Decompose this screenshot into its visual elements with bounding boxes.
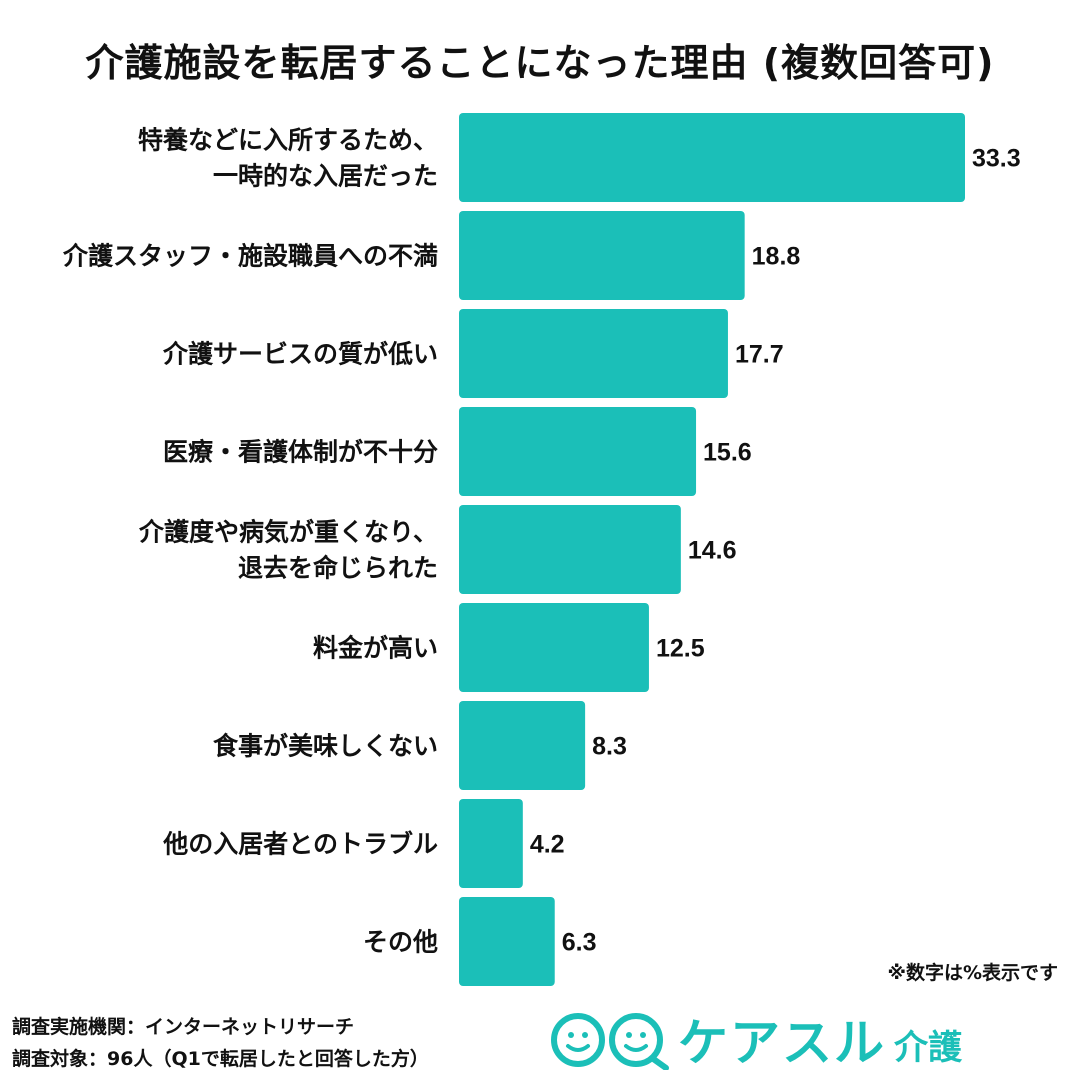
value-label-1: 18.8 bbox=[752, 243, 801, 271]
category-label-7: 他の入居者とのトラブル bbox=[162, 830, 438, 859]
category-label-4-line1: 介護度や病気が重くなり、 bbox=[138, 518, 438, 547]
category-label-3: 医療・看護体制が不十分 bbox=[163, 438, 438, 467]
category-label-6: 食事が美味しくない bbox=[213, 732, 438, 761]
logo-faces-icon bbox=[551, 1013, 669, 1070]
survey-organization: 調査実施機関：インターネットリサーチ bbox=[12, 1016, 355, 1038]
value-label-4: 14.6 bbox=[688, 537, 737, 565]
brand-logo: ケアスル 介護 bbox=[544, 1008, 962, 1072]
category-label-8: その他 bbox=[363, 928, 438, 957]
bar-0 bbox=[459, 113, 965, 202]
bar-chart: 33.3 特養などに入所するため、一時的な入居だった 18.8 介護スタッフ・施設職員… bbox=[62, 113, 1021, 986]
category-label-0-line2: 一時的な入居だった bbox=[213, 162, 438, 191]
value-label-0: 33.3 bbox=[972, 145, 1021, 173]
bar-5 bbox=[459, 603, 649, 692]
logo-text: ケアスル bbox=[678, 1014, 886, 1072]
bar-1 bbox=[459, 211, 745, 300]
value-label-7: 4.2 bbox=[530, 831, 565, 859]
bar-8 bbox=[459, 897, 555, 986]
bar-6 bbox=[459, 701, 586, 790]
value-label-6: 8.3 bbox=[592, 733, 627, 761]
unit-note: ※数字は%表示です bbox=[887, 962, 1058, 984]
chart-title: 介護施設を転居することになった理由 (複数回答可) bbox=[85, 41, 995, 85]
category-label-2: 介護サービスの質が低い bbox=[162, 340, 438, 369]
bar-7 bbox=[459, 799, 523, 888]
logo-subtext: 介護 bbox=[894, 1027, 962, 1068]
bar-3 bbox=[459, 407, 697, 496]
category-label-4-line2: 退去を命じられた bbox=[238, 554, 438, 583]
value-label-8: 6.3 bbox=[562, 929, 597, 957]
value-label-2: 17.7 bbox=[735, 341, 784, 369]
category-label-1: 介護スタッフ・施設職員への不満 bbox=[62, 242, 438, 271]
value-label-5: 12.5 bbox=[656, 635, 705, 663]
bar-2 bbox=[459, 309, 728, 398]
value-label-3: 15.6 bbox=[703, 439, 752, 467]
bar-4 bbox=[459, 505, 681, 594]
category-label-0-line1: 特養などに入所するため、 bbox=[138, 126, 438, 155]
category-label-5: 料金が高い bbox=[313, 634, 438, 663]
survey-target: 調査対象：96人（Q1で転居したと回答した方） bbox=[12, 1048, 429, 1070]
